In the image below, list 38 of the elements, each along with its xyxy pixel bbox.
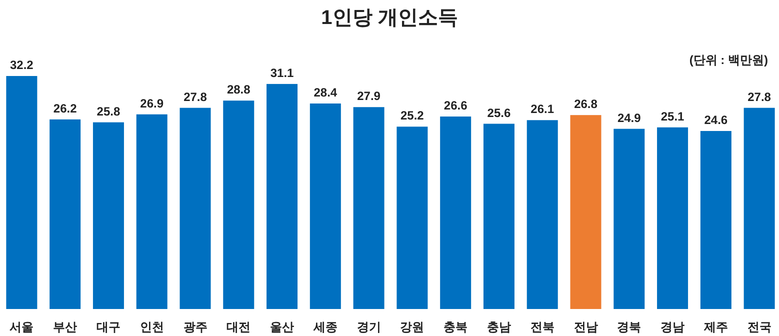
data-label: 25.2 xyxy=(400,108,424,123)
data-label: 27.9 xyxy=(357,89,380,104)
data-label: 28.8 xyxy=(226,82,250,97)
annotation: (단위 : 백만원) xyxy=(689,53,768,67)
x-tick-label: 서울 xyxy=(10,320,34,334)
x-tick-label: 경기 xyxy=(356,320,381,334)
x-tick-label: 전남 xyxy=(574,320,598,334)
x-tick-label: 대구 xyxy=(96,320,120,334)
x-tick-label: 충북 xyxy=(444,320,468,334)
x-tick-label: 울산 xyxy=(270,320,294,334)
data-label: 32.2 xyxy=(10,58,34,72)
data-label: 25.8 xyxy=(96,104,120,118)
title: 1인당 개인소득 xyxy=(321,7,458,29)
data-label: 26.8 xyxy=(574,97,598,112)
data-label: 28.4 xyxy=(314,86,338,100)
x-tick-label: 제주 xyxy=(704,320,728,334)
data-label: 31.1 xyxy=(270,66,294,80)
x-tick-label: 전국 xyxy=(747,320,772,334)
data-label: 26.1 xyxy=(530,102,554,116)
data-label: 26.6 xyxy=(444,98,468,113)
x-tick-label: 광주 xyxy=(183,320,208,334)
data-label: 24.6 xyxy=(704,113,728,127)
x-tick-label: 부산 xyxy=(53,320,78,334)
x-tick-label: 전북 xyxy=(530,320,554,334)
x-tick-label: 세종 xyxy=(313,320,338,334)
data-label: 24.9 xyxy=(617,110,641,125)
x-tick-label: 인천 xyxy=(140,320,164,334)
x-tick-label: 충남 xyxy=(486,320,511,334)
data-label: 27.8 xyxy=(748,90,771,104)
x-tick-label: 강원 xyxy=(400,320,424,334)
data-label: 27.8 xyxy=(184,90,207,104)
x-tick-label: 경북 xyxy=(617,320,642,334)
x-tick-label: 경남 xyxy=(660,320,685,334)
data-label: 26.9 xyxy=(140,96,164,110)
data-label: 25.1 xyxy=(660,109,684,124)
data-label: 25.6 xyxy=(487,106,511,120)
data-label: 26.2 xyxy=(53,101,77,116)
x-tick-label: 대전 xyxy=(226,320,251,334)
